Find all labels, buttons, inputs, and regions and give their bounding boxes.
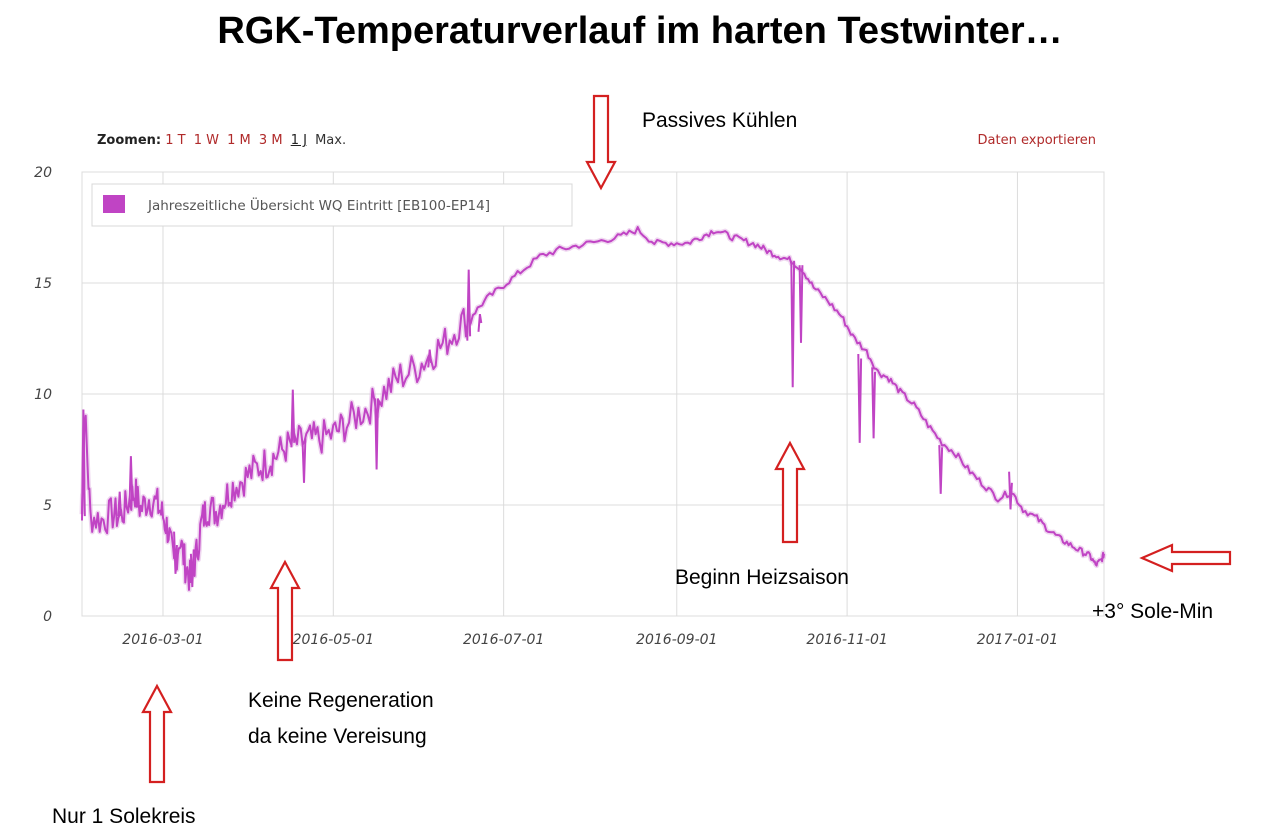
y-tick-label: 20 <box>34 165 52 181</box>
y-tick-label: 5 <box>43 498 52 514</box>
series-line-glow <box>79 224 1107 593</box>
series-temperature <box>79 224 1107 593</box>
series-spike <box>301 438 307 483</box>
series-spike <box>798 265 804 343</box>
series-spike <box>117 491 123 517</box>
series-spike <box>128 456 134 506</box>
y-axis-ticks: 0 5 10 15 20 <box>34 165 52 625</box>
chart-grid <box>81 171 1105 617</box>
zoom-option-1y[interactable]: 1 J <box>290 133 307 148</box>
x-tick-label: 2016-11-01 <box>806 632 887 648</box>
zoom-option-1d[interactable]: 1 T <box>165 133 186 148</box>
zoom-option-max[interactable]: Max. <box>315 133 347 148</box>
legend-box <box>91 183 573 227</box>
x-tick-label: 2016-07-01 <box>463 632 544 648</box>
series-spike <box>189 549 195 588</box>
series-spike <box>857 353 863 443</box>
y-tick-label: 0 <box>43 609 52 625</box>
arrow-no-regeneration-icon <box>269 559 301 662</box>
series-spike <box>938 445 944 494</box>
zoom-option-1m[interactable]: 1 M <box>227 133 251 148</box>
x-tick-label: 2017-01-01 <box>977 632 1058 648</box>
y-tick-label: 10 <box>34 387 52 403</box>
series-spike <box>477 313 483 332</box>
zoom-option-3m[interactable]: 3 M <box>258 133 283 148</box>
annotation-arrows <box>141 94 1232 784</box>
note-no-regeneration-1: Keine Regeneration <box>248 689 434 712</box>
zoom-option-1w[interactable]: 1 W <box>193 133 220 148</box>
series-spike <box>290 389 296 448</box>
note-one-circuit: Nur 1 Solekreis <box>52 805 196 828</box>
series-spike <box>427 349 433 368</box>
series-spike <box>81 409 86 521</box>
y-tick-label: 15 <box>34 276 52 292</box>
export-data-link[interactable]: Daten exportieren <box>977 133 1096 148</box>
x-tick-label: 2016-05-01 <box>293 632 374 648</box>
zoom-label: Zoomen: <box>97 133 162 148</box>
series-spike <box>871 367 876 439</box>
note-sole-min: +3° Sole-Min <box>1092 600 1214 623</box>
series-spike <box>790 260 796 388</box>
series-spike <box>173 531 178 574</box>
zoom-selector: Zoomen: 1 T 1 W 1 M 3 M 1 J Max. <box>97 133 350 148</box>
arrow-heating-start-icon <box>774 440 806 544</box>
series-line <box>81 226 1105 591</box>
legend-swatch <box>103 195 125 213</box>
chart-legend: Jahreszeitliche Übersicht WQ Eintritt [E… <box>91 183 573 227</box>
note-no-regeneration-2: da keine Vereisung <box>248 725 427 748</box>
legend-entry: Jahreszeitliche Übersicht WQ Eintritt [E… <box>147 196 490 214</box>
arrow-passive-cooling-icon <box>585 94 617 191</box>
series-spike <box>466 269 472 341</box>
note-heating-start: Beginn Heizsaison <box>675 566 849 589</box>
series-spike <box>374 398 379 470</box>
x-tick-label: 2016-09-01 <box>636 632 717 648</box>
arrow-sole-min-icon <box>1139 543 1232 573</box>
page-title: RGK-Temperaturverlauf im harten Testwint… <box>217 10 1063 52</box>
x-axis-ticks: 2016-03-01 2016-05-01 2016-07-01 2016-09-01… <box>122 632 1058 648</box>
arrow-one-circuit-icon <box>141 683 173 784</box>
x-tick-label: 2016-03-01 <box>122 632 203 648</box>
note-passive-cooling: Passives Kühlen <box>642 109 798 132</box>
series-spike <box>1008 471 1013 510</box>
